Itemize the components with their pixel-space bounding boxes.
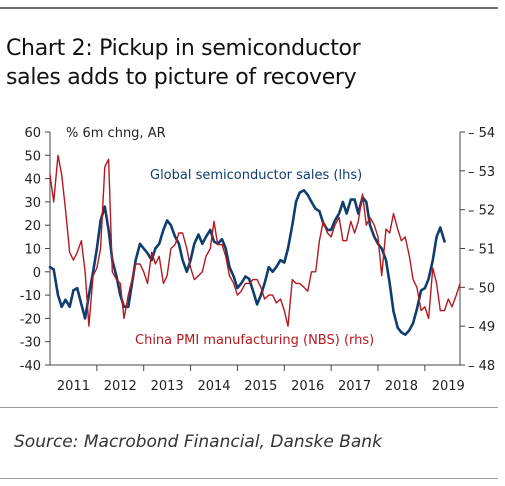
bottom-rule (0, 407, 498, 408)
right-tick-label: – 52 (468, 204, 495, 219)
series-layer (48, 154, 461, 336)
end-rule (0, 478, 498, 479)
x-tick-label: 2013 (151, 379, 184, 394)
left-tick-label: -10 (20, 289, 41, 304)
y-axis-label: % 6m chng, AR (66, 126, 166, 141)
left-tick-label: 10 (24, 243, 41, 258)
x-tick-label: 2011 (57, 379, 90, 394)
chart-title: Chart 2: Pickup in semiconductor sales a… (6, 34, 496, 92)
chart-axes: 60 50 40 30 20 10 0 -10 -20 -30 -40 – 54 – 53 – 52 – 5… (20, 126, 495, 394)
left-tick-label: 0 (33, 266, 41, 281)
left-tick-label: -20 (20, 312, 41, 327)
x-tick-label: 2015 (244, 379, 277, 394)
chart-labels: % 6m chng, AR Global semiconductor sales … (66, 126, 374, 348)
left-tick-label: -30 (20, 336, 41, 351)
left-tick-label: 20 (24, 219, 41, 234)
x-tick-label: 2017 (338, 379, 371, 394)
right-tick-label: – 50 (468, 281, 495, 296)
annotation-china-pmi: China PMI manufacturing (NBS) (rhs) (135, 333, 374, 348)
x-tick-label: 2014 (197, 379, 230, 394)
x-tick-label: 2019 (432, 379, 465, 394)
x-tick-label: 2012 (104, 379, 137, 394)
chart-title-line-1: Chart 2: Pickup in semiconductor (6, 36, 361, 61)
x-tick-label: 2016 (291, 379, 324, 394)
left-tick-label: 30 (24, 196, 41, 211)
left-tick-label: 40 (24, 173, 41, 188)
right-tick-label: – 53 (468, 165, 495, 180)
left-tick-label: 50 (24, 149, 41, 164)
right-tick-label: – 49 (468, 320, 495, 335)
series-line-china-pmi (49, 154, 461, 327)
annotation-semiconductor: Global semiconductor sales (lhs) (150, 168, 362, 183)
left-tick-label: 60 (24, 126, 41, 141)
x-tick-label: 2018 (385, 379, 418, 394)
series-line-semiconductor (48, 189, 446, 336)
right-tick-label: – 54 (468, 126, 495, 141)
source-note: Source: Macrobond Financial, Danske Bank (14, 432, 382, 452)
left-tick-label: -40 (20, 359, 41, 374)
chart-title-line-2: sales adds to picture of recovery (6, 65, 357, 90)
right-tick-label: – 48 (468, 359, 495, 374)
right-tick-label: – 51 (468, 243, 495, 258)
top-rule (0, 7, 498, 9)
